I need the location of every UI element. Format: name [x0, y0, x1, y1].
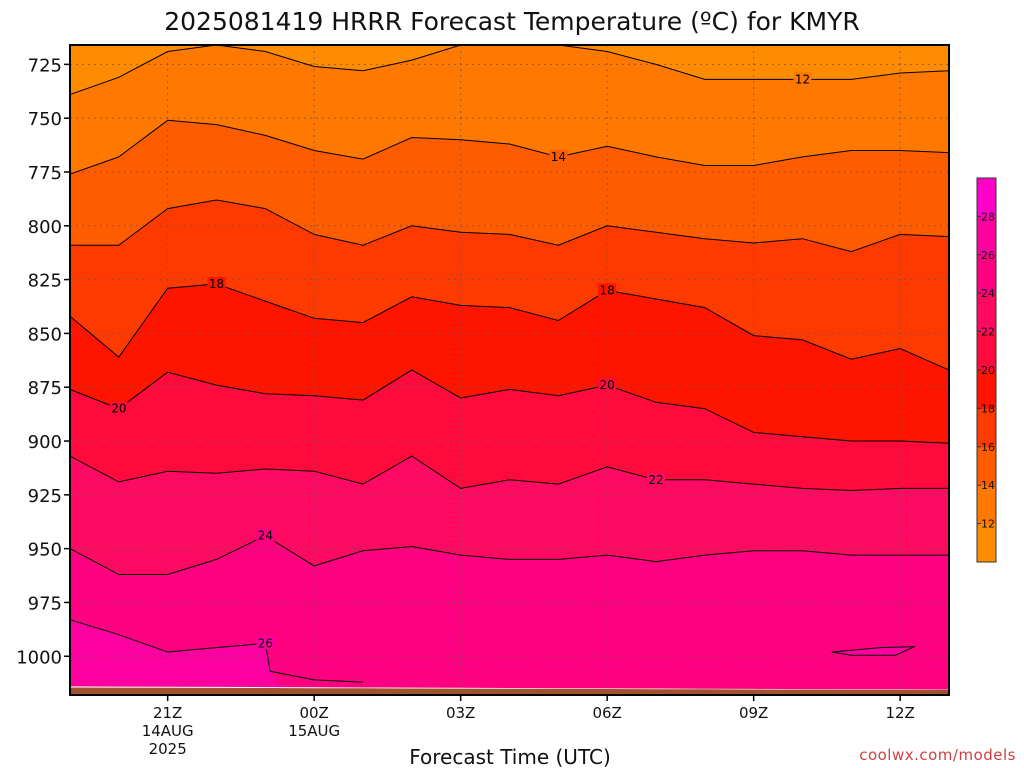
contour-label-bg-12 [793, 72, 812, 86]
contour-line-24 [70, 535, 949, 575]
contour-label-bg-20 [109, 401, 128, 415]
contour-line-26 [70, 619, 364, 683]
y-tick-label-725: 725 [28, 55, 62, 76]
colorbar: 12 14 16 18 20 22 24 26 28 [976, 177, 997, 563]
contour-label-18: 18 [209, 277, 224, 291]
y-tick-label-750: 750 [28, 109, 62, 130]
contour-line-14 [70, 119, 949, 175]
credit-text[interactable]: coolwx.com/models [859, 746, 1016, 764]
contour-label-bg-14 [549, 149, 568, 163]
contour-label-bg-26 [256, 636, 275, 650]
colorbar-swatch-12 [977, 485, 996, 525]
x-tick-label-12Z: 12Z [885, 704, 914, 722]
colorbar-swatch-10 [977, 523, 996, 563]
band-26 [70, 619, 312, 695]
colorbar-swatch-20 [977, 331, 996, 371]
contour-label-22: 22 [648, 473, 663, 487]
contour-label-bg-20-b [598, 378, 617, 392]
y-tick-label-950: 950 [28, 540, 62, 561]
y-tick-label-975: 975 [28, 593, 62, 614]
contour-label-18-b: 18 [600, 283, 615, 297]
colorbar-tick-label-20: 20 [981, 364, 995, 377]
contour-label-20: 20 [111, 402, 126, 416]
filled-contours: 12 14 18 18 20 20 22 24 26 [70, 45, 949, 695]
colorbar-tick-label-26: 26 [981, 249, 995, 262]
plot-frame [69, 44, 950, 696]
colorbar-swatch-18 [977, 370, 996, 409]
ground [70, 687, 949, 695]
y-tick-label-925: 925 [28, 486, 62, 507]
contour-label-bg-18-b [598, 283, 617, 297]
y-tick-label-875: 875 [28, 378, 62, 399]
x-axis-label: Forecast Time (UTC) [409, 745, 611, 768]
contour-label-26: 26 [258, 636, 273, 650]
plot-area: 12 14 18 18 20 20 22 24 26 725 750 775 800 825 850 875 9… [16, 44, 950, 758]
contour-label-bg-22 [647, 472, 665, 486]
colorbar-swatch-14 [977, 446, 996, 486]
contour-label-24: 24 [258, 529, 273, 543]
colorbar-tick-label-18: 18 [981, 402, 995, 415]
y-tick-label-1000: 1000 [16, 647, 62, 668]
x-tick-label-21Z: 21Z [153, 704, 182, 722]
colorbar-swatch-26 [977, 216, 996, 256]
y-tick-label-825: 825 [28, 271, 62, 292]
y-tick-label-775: 775 [28, 163, 62, 184]
colorbar-swatch-28 [977, 178, 996, 217]
contour-26-closed [831, 646, 916, 656]
colorbar-tick-label-16: 16 [981, 441, 995, 454]
contour-line-16 [70, 199, 949, 253]
contour-line-22 [70, 455, 949, 492]
colorbar-tick-label-28: 28 [981, 210, 995, 223]
y-tick-label-900: 900 [28, 432, 62, 453]
contour-label-20-b: 20 [600, 378, 615, 392]
contour-label-14: 14 [551, 150, 566, 164]
contour-label-bg-18 [207, 276, 226, 290]
x-tick-sublabel-21Z: 14AUG [142, 722, 194, 740]
contour-label-bg-24 [256, 528, 275, 542]
x-tick-year-21Z: 2025 [149, 740, 187, 758]
y-tick-label-800: 800 [28, 217, 62, 238]
x-tick-label-09Z: 09Z [739, 704, 768, 722]
colorbar-swatch-24 [977, 254, 996, 294]
y-tick-label-850: 850 [28, 324, 62, 345]
colorbar-swatch-22 [977, 293, 996, 333]
colorbar-tick-label-24: 24 [981, 287, 995, 300]
x-tick-label-06Z: 06Z [592, 704, 621, 722]
x-tick-sublabel-00Z: 15AUG [288, 722, 340, 740]
contour-label-12: 12 [795, 72, 810, 86]
contour-line-20 [70, 369, 949, 444]
x-tick-label-00Z: 00Z [299, 704, 328, 722]
colorbar-tick-label-22: 22 [981, 326, 995, 339]
x-tick-label-03Z: 03Z [446, 704, 475, 722]
band-24 [70, 535, 949, 695]
colorbar-tick-label-12: 12 [981, 518, 995, 531]
colorbar-tick-label-14: 14 [981, 479, 995, 492]
chart-title: 2025081419 HRRR Forecast Temperature (ºC… [164, 7, 860, 36]
colorbar-swatch-16 [977, 408, 996, 448]
